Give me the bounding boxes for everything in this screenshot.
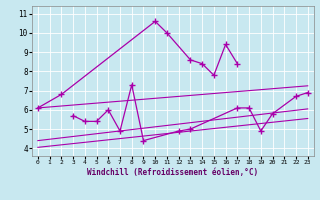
- X-axis label: Windchill (Refroidissement éolien,°C): Windchill (Refroidissement éolien,°C): [87, 168, 258, 177]
